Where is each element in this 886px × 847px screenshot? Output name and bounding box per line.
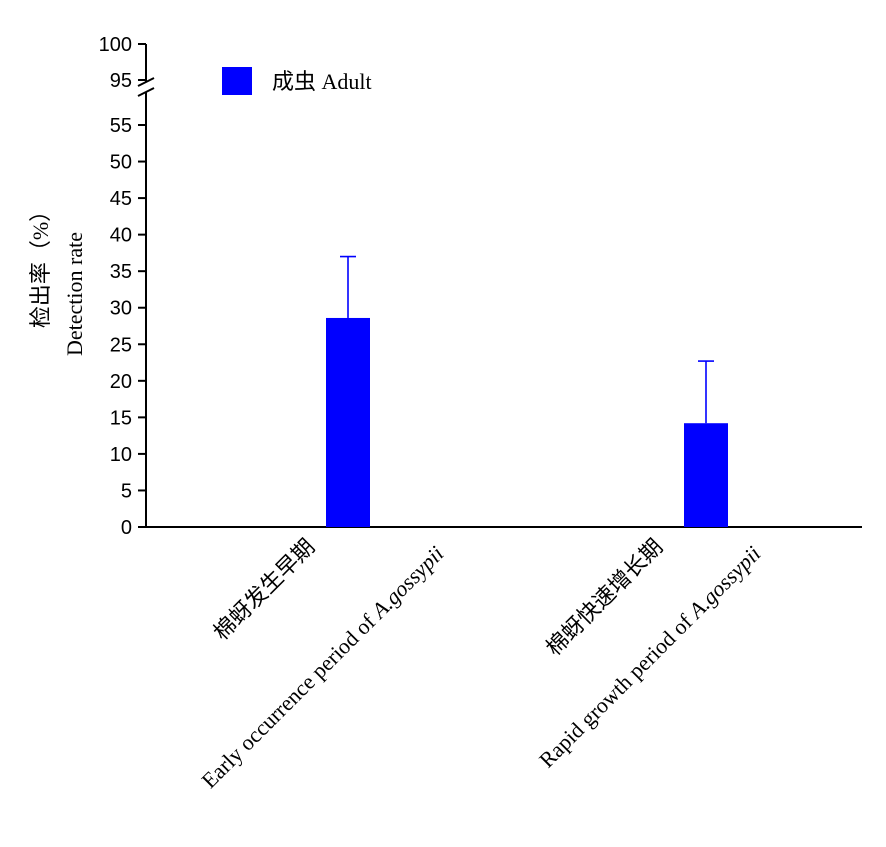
legend-group: 成虫 Adult (222, 67, 372, 95)
y-tick-label: 40 (110, 225, 132, 247)
y-tick-label: 50 (110, 152, 132, 174)
x-category-label-chinese: 棉蚜发生早期 (209, 534, 320, 645)
legend-swatch (222, 67, 252, 95)
y-tick-label: 35 (110, 261, 132, 283)
y-tick-label: 55 (110, 115, 132, 137)
y-tick-label: 0 (121, 517, 132, 539)
axis-break-mark-upper (137, 77, 155, 87)
bar (684, 423, 728, 527)
y-axis-label-english: Detection rate (62, 232, 87, 356)
x-category-label-english: Early occurrence period of A.gossypii (196, 541, 448, 793)
bars-group (326, 317, 728, 527)
y-tick-label: 100 (99, 34, 132, 56)
y-tick-label: 45 (110, 188, 132, 210)
error-bars-group (340, 255, 714, 424)
y-tick-label: 15 (110, 407, 132, 429)
x-category-label-english-italic: A.gossypii (365, 541, 448, 624)
y-tick-label: 20 (110, 371, 132, 393)
x-category-label-english: Rapid growth period of A.gossypii (534, 541, 766, 773)
bar (326, 317, 370, 527)
axis-break-mark-lower (137, 87, 155, 97)
y-tick-label: 30 (110, 298, 132, 320)
y-tick-label: 5 (121, 480, 132, 502)
y-tick-label: 95 (110, 70, 132, 92)
axes-group: 0 5 10 15 20 25 30 35 40 45 50 55 95 100 (99, 34, 862, 539)
y-tick-label: 10 (110, 444, 132, 466)
x-category-label-english-italic: A.gossypii (682, 541, 765, 624)
y-tick-label: 25 (110, 334, 132, 356)
y-axis-label-chinese: 检出率（%） (28, 200, 53, 328)
legend-label: 成虫 Adult (272, 69, 372, 94)
